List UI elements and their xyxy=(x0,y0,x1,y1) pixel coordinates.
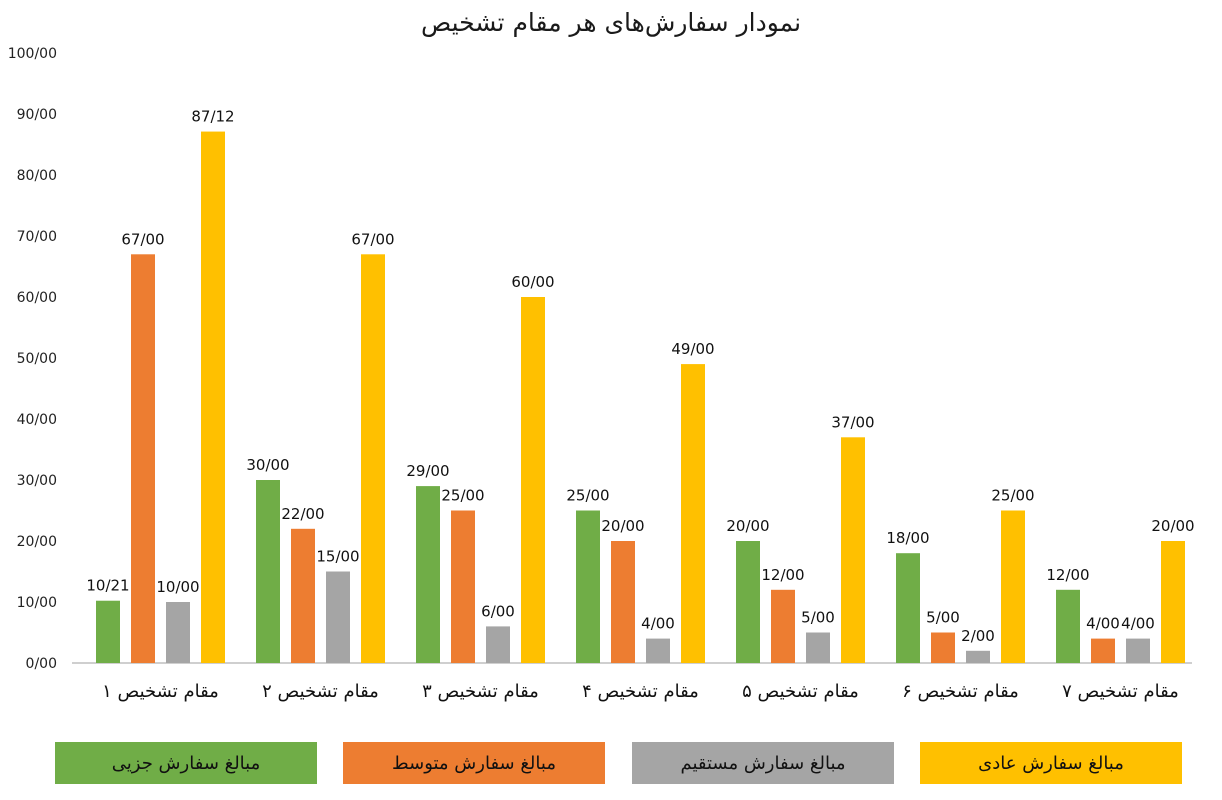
category-label: مقام تشخیص ۲ xyxy=(262,681,379,702)
bar xyxy=(576,510,600,663)
bar xyxy=(611,541,635,663)
data-label: 10/00 xyxy=(156,578,199,596)
bars-group xyxy=(96,131,1185,664)
y-tick-label: 0/00 xyxy=(26,656,57,672)
data-label: 37/00 xyxy=(831,413,874,431)
y-tick-label: 60/00 xyxy=(17,290,57,306)
bar xyxy=(771,589,795,663)
y-tick-label: 40/00 xyxy=(17,412,57,428)
data-label: 25/00 xyxy=(441,487,484,505)
data-label: 5/00 xyxy=(926,609,960,627)
category-label: مقام تشخیص ۵ xyxy=(742,681,859,702)
category-labels-group: مقام تشخیص ۱ مقام تشخیص ۲ مقام تشخیص ۳ مقام… xyxy=(102,681,1179,702)
bar-chart: 0/00 10/00 20/00 30/00 40/00 50/00 60/00 70/00 8… xyxy=(8,46,1195,702)
y-tick-label: 70/00 xyxy=(17,229,57,245)
data-label: 25/00 xyxy=(566,487,609,505)
data-label: 30/00 xyxy=(246,456,289,474)
data-label: 4/00 xyxy=(1121,615,1155,633)
y-tick-label: 20/00 xyxy=(17,534,57,550)
legend-item-motevaset: مبالغ سفارش متوسط xyxy=(343,742,605,784)
category-label: مقام تشخیص ۱ xyxy=(102,681,219,702)
bar xyxy=(201,131,225,663)
y-tick-label: 10/00 xyxy=(17,595,57,611)
data-label: 20/00 xyxy=(1151,517,1194,535)
data-label: 18/00 xyxy=(886,529,929,547)
data-label: 4/00 xyxy=(1086,615,1120,633)
bar xyxy=(166,602,190,663)
bar xyxy=(326,571,350,663)
y-tick-label: 30/00 xyxy=(17,473,57,489)
bar xyxy=(96,600,120,663)
legend-label: مبالغ سفارش جزیی xyxy=(111,752,261,774)
data-label: 29/00 xyxy=(406,462,449,480)
chart-title: نمودار سفارش‌های هر مقام تشخیص xyxy=(420,8,802,37)
data-label: 67/00 xyxy=(121,230,164,248)
legend-item-adi: مبالغ سفارش عادی xyxy=(920,742,1182,784)
category-label: مقام تشخیص ۶ xyxy=(902,681,1019,702)
bar xyxy=(451,510,475,663)
category-label: مقام تشخیص ۴ xyxy=(582,681,699,702)
data-label: 67/00 xyxy=(351,230,394,248)
data-label: 5/00 xyxy=(801,609,835,627)
bar xyxy=(736,541,760,663)
legend-item-jozi: مبالغ سفارش جزیی xyxy=(55,742,317,784)
bar xyxy=(896,553,920,663)
legend-label: مبالغ سفارش مستقیم xyxy=(680,752,846,774)
bar xyxy=(361,254,385,664)
data-label: 6/00 xyxy=(481,602,515,620)
data-label: 22/00 xyxy=(281,505,324,523)
bar xyxy=(841,437,865,663)
data-label: 4/00 xyxy=(641,615,675,633)
value-labels-group: 10/21 67/00 10/00 87/12 30/00 22/00 15/00 67/00… xyxy=(86,108,1194,645)
data-label: 60/00 xyxy=(511,273,554,291)
data-label: 12/00 xyxy=(1046,566,1089,584)
bar xyxy=(1091,638,1115,663)
bar xyxy=(1001,510,1025,663)
bar xyxy=(416,486,440,663)
category-label: مقام تشخیص ۷ xyxy=(1062,681,1179,702)
data-label: 49/00 xyxy=(671,340,714,358)
data-label: 15/00 xyxy=(316,548,359,566)
bar xyxy=(1056,589,1080,663)
bar xyxy=(646,638,670,663)
bar xyxy=(291,528,315,663)
bar xyxy=(1126,638,1150,663)
bar xyxy=(806,632,830,663)
data-label: 20/00 xyxy=(601,517,644,535)
bar xyxy=(521,297,545,663)
bar xyxy=(486,626,510,663)
y-tick-label: 90/00 xyxy=(17,107,57,123)
bar xyxy=(966,650,990,663)
y-tick-label: 100/00 xyxy=(8,46,57,62)
legend-item-mostaghim: مبالغ سفارش مستقیم xyxy=(632,742,894,784)
data-label: 20/00 xyxy=(726,517,769,535)
y-tick-label: 80/00 xyxy=(17,168,57,184)
data-label: 12/00 xyxy=(761,566,804,584)
data-label: 25/00 xyxy=(991,487,1034,505)
legend: مبالغ سفارش جزیی مبالغ سفارش متوسط مبالغ… xyxy=(55,742,1182,784)
data-label: 2/00 xyxy=(961,627,995,645)
category-label: مقام تشخیص ۳ xyxy=(422,681,539,702)
bar xyxy=(256,480,280,663)
y-tick-label: 50/00 xyxy=(17,351,57,367)
bar xyxy=(681,364,705,663)
data-label: 10/21 xyxy=(86,577,129,595)
y-axis-ticks: 0/00 10/00 20/00 30/00 40/00 50/00 60/00 70/00 8… xyxy=(8,46,57,672)
legend-label: مبالغ سفارش عادی xyxy=(978,752,1124,774)
bar xyxy=(931,632,955,663)
bar xyxy=(1161,541,1185,663)
bar xyxy=(131,254,155,664)
legend-label: مبالغ سفارش متوسط xyxy=(392,752,556,774)
data-label: 87/12 xyxy=(191,108,234,126)
